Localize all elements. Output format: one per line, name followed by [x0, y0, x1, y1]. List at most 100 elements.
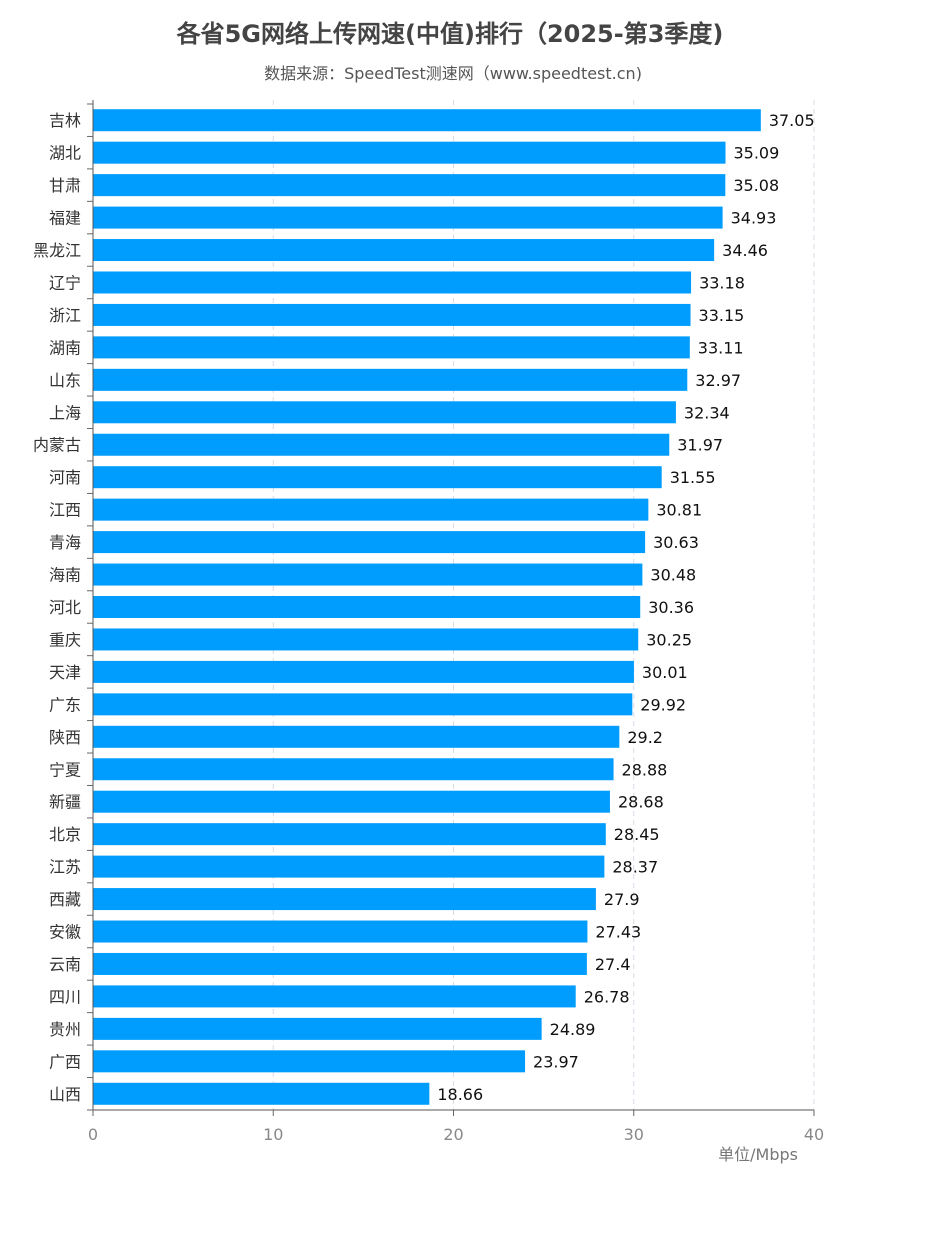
- data-label: 35.09: [733, 144, 779, 163]
- x-tick-label: 0: [88, 1125, 98, 1144]
- data-label: 28.45: [614, 825, 660, 844]
- data-label: 32.97: [695, 371, 741, 390]
- bar: [93, 498, 649, 521]
- bar: [93, 239, 715, 262]
- bar: [93, 336, 690, 359]
- bar: [93, 174, 726, 197]
- category-label: 湖南: [49, 338, 81, 357]
- category-label: 西藏: [49, 890, 81, 909]
- data-label: 28.37: [612, 858, 658, 877]
- data-label: 34.46: [722, 241, 768, 260]
- data-label: 27.4: [595, 955, 631, 974]
- category-label: 吉林: [49, 111, 81, 130]
- data-label: 29.2: [627, 728, 663, 747]
- category-label: 河南: [49, 468, 81, 487]
- data-label: 30.81: [656, 501, 702, 520]
- category-label: 北京: [49, 825, 81, 844]
- data-label: 33.18: [699, 273, 745, 292]
- data-label: 30.25: [646, 630, 692, 649]
- data-label: 29.92: [640, 695, 686, 714]
- bar: [93, 790, 610, 813]
- x-tick-label: 30: [624, 1125, 644, 1144]
- bar: [93, 141, 726, 164]
- data-label: 30.01: [642, 663, 688, 682]
- chart-subtitle: 数据来源：SpeedTest测速网（www.speedtest.cn): [264, 64, 642, 83]
- data-label: 30.36: [648, 598, 694, 617]
- data-label: 33.15: [699, 306, 745, 325]
- data-label: 33.11: [698, 338, 744, 357]
- data-label: 35.08: [733, 176, 779, 195]
- bar: [93, 433, 670, 456]
- category-label: 四川: [49, 987, 81, 1006]
- category-label: 山西: [49, 1085, 81, 1104]
- labels: 0 10 20 30 40 吉林 37.05 湖北 35.09 甘肃 35.08 福建 34.93 黑龙江…: [33, 111, 824, 1144]
- data-label: 31.97: [677, 436, 723, 455]
- data-label: 24.89: [550, 1020, 596, 1039]
- bar: [93, 855, 605, 878]
- category-label: 内蒙古: [33, 436, 81, 455]
- bar: [93, 823, 606, 846]
- chart-title: 各省5G网络上传网速(中值)排行（2025-第3季度): [176, 20, 724, 48]
- bar: [93, 109, 761, 132]
- bars: [93, 109, 761, 1105]
- bar: [93, 888, 596, 911]
- category-label: 福建: [49, 209, 81, 228]
- bar: [93, 531, 646, 554]
- x-tick-label: 10: [263, 1125, 283, 1144]
- x-tick-label: 20: [443, 1125, 463, 1144]
- category-label: 湖北: [49, 144, 81, 163]
- data-label: 31.55: [670, 468, 716, 487]
- category-label: 安徽: [49, 923, 81, 942]
- category-label: 河北: [49, 598, 81, 617]
- bar: [93, 628, 639, 651]
- data-label: 23.97: [533, 1052, 579, 1071]
- category-label: 山东: [49, 371, 81, 390]
- data-label: 28.68: [618, 793, 664, 812]
- category-label: 陕西: [49, 728, 81, 747]
- category-label: 黑龙江: [33, 241, 81, 260]
- category-label: 辽宁: [49, 273, 81, 292]
- bar: [93, 952, 587, 975]
- bar: [93, 368, 688, 391]
- category-label: 广东: [49, 695, 81, 714]
- category-label: 云南: [49, 955, 81, 974]
- category-label: 江苏: [49, 858, 81, 877]
- category-label: 海南: [49, 566, 81, 585]
- bar: [93, 693, 633, 716]
- bar: [93, 271, 692, 294]
- category-label: 天津: [49, 663, 81, 682]
- bar: [93, 563, 643, 586]
- data-label: 34.93: [731, 209, 777, 228]
- data-label: 28.88: [622, 760, 668, 779]
- category-label: 贵州: [49, 1020, 81, 1039]
- category-label: 青海: [49, 533, 81, 552]
- bar: [93, 206, 723, 229]
- x-tick-label: 40: [804, 1125, 824, 1144]
- bar: [93, 1017, 542, 1040]
- category-label: 广西: [49, 1052, 81, 1071]
- bar: [93, 401, 676, 424]
- data-label: 30.63: [653, 533, 699, 552]
- bar: [93, 725, 620, 748]
- category-label: 江西: [49, 501, 81, 520]
- bar: [93, 660, 634, 683]
- data-label: 27.43: [595, 923, 641, 942]
- category-label: 重庆: [49, 630, 81, 649]
- axes: [87, 100, 815, 1116]
- data-label: 30.48: [650, 566, 696, 585]
- bar: [93, 985, 576, 1008]
- x-axis-unit-label: 单位/Mbps: [718, 1145, 798, 1164]
- bar: [93, 920, 588, 943]
- bar: [93, 303, 691, 326]
- bar: [93, 1050, 526, 1073]
- category-label: 浙江: [49, 306, 81, 325]
- data-label: 32.34: [684, 403, 730, 422]
- bar: [93, 758, 614, 781]
- category-label: 甘肃: [49, 176, 81, 195]
- bar: [93, 596, 641, 618]
- bar: [93, 1082, 430, 1105]
- category-label: 新疆: [49, 793, 81, 812]
- data-label: 18.66: [437, 1085, 483, 1104]
- data-label: 27.9: [604, 890, 640, 909]
